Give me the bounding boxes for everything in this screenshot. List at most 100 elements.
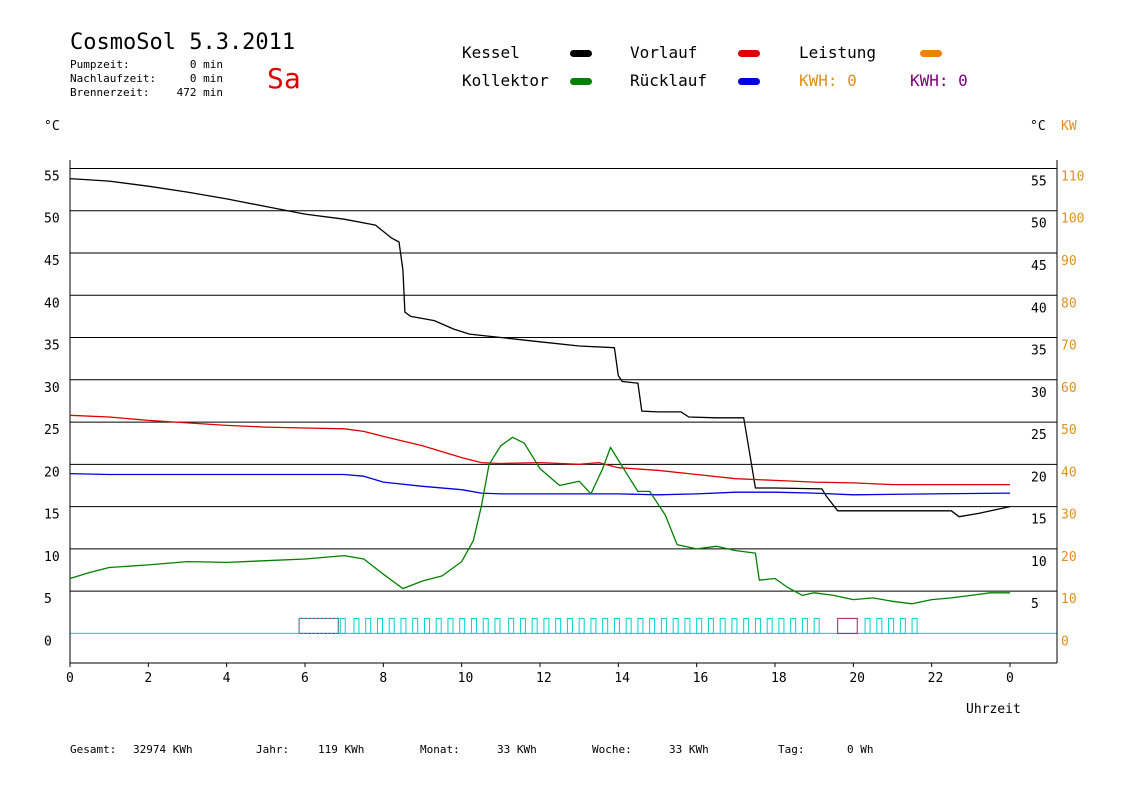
chart-axes — [69, 160, 1058, 664]
x-tick-label: 16 — [693, 671, 709, 686]
x-tick-label: 22 — [928, 671, 944, 686]
pump-cycle-bar — [754, 617, 761, 634]
pump-cycle-bar — [707, 617, 714, 634]
legend-kollektor-swatch — [570, 78, 592, 85]
y-left-tick-label: 15 — [44, 508, 60, 523]
y-right-kw-tick-label: 70 — [1061, 339, 1077, 354]
right-axis-unit-kw: KW — [1061, 119, 1077, 134]
pumpzeit-label: Pumpzeit: — [70, 58, 130, 71]
y-right-kw-tick-label: 90 — [1061, 254, 1077, 269]
x-tick-label: 18 — [771, 671, 787, 686]
y-right-celsius-tick-label: 25 — [1031, 428, 1047, 443]
pump-cycle-bar — [613, 617, 620, 634]
jahr-label: Jahr: — [256, 743, 290, 756]
x-tick-label: 6 — [301, 671, 309, 686]
pumpzeit-value: 0 min — [189, 58, 223, 71]
series-lines — [69, 177, 1011, 605]
y-right-kw-tick-label: 60 — [1061, 381, 1077, 396]
pump-cycle-bar — [566, 617, 573, 634]
x-axis-title: Uhrzeit — [966, 702, 1021, 717]
pump-cycle-bar — [447, 617, 454, 634]
pump-cycle-bar — [400, 617, 407, 634]
y-right-kw-tick-label: 100 — [1061, 212, 1084, 227]
y-axis-right-celsius: 5 10 15 20 25 30 35 40 45 50 55 — [1031, 174, 1047, 612]
pump-cycle-bar — [672, 617, 679, 634]
x-tick-label: 20 — [849, 671, 865, 686]
pump-cycle-bar — [519, 617, 526, 634]
pump-cycle-bar — [660, 617, 667, 634]
brennerzeit-value: 472 min — [176, 86, 223, 99]
pump-cycle-bar — [649, 617, 656, 634]
pump-cycle-bar — [766, 617, 773, 634]
legend-ruecklauf-swatch — [738, 78, 760, 85]
burner-block — [298, 617, 339, 634]
brennerzeit-label: Brennerzeit: — [70, 86, 150, 99]
pump-cycle-bar — [435, 617, 442, 634]
gesamt-value: 32974 KWh — [133, 743, 193, 756]
pump-cycle-bar — [864, 617, 871, 634]
monat-label: Monat: — [420, 743, 460, 756]
pump-cycle-bar — [353, 617, 360, 634]
pump-cycle-bar — [470, 617, 477, 634]
x-tick-label: 0 — [66, 671, 74, 686]
pump-cycle-bar — [778, 617, 785, 634]
y-left-tick-label: 20 — [44, 465, 60, 480]
pump-cycle-bar — [637, 617, 644, 634]
y-left-tick-label: 40 — [44, 296, 60, 311]
pump-cycle-bar — [543, 617, 550, 634]
nachlaufzeit-value: 0 min — [189, 72, 223, 85]
tag-label: Tag: — [778, 743, 805, 756]
pump-cycle-bar — [790, 617, 797, 634]
pump-cycle-bar — [801, 617, 808, 634]
woche-label: Woche: — [592, 743, 632, 756]
x-tick-label: 2 — [144, 671, 152, 686]
x-tick-label: 4 — [223, 671, 231, 686]
pump-cycle-bar — [684, 617, 691, 634]
x-tick-label: 0 — [1006, 671, 1014, 686]
legend-kollektor-label: Kollektor — [462, 71, 549, 90]
series-line-kollektor — [69, 436, 1010, 605]
legend-leistung-label: Leistung — [799, 43, 877, 62]
pump-activity-bars — [298, 617, 918, 634]
right-axis-unit-celsius: °C — [1030, 119, 1046, 134]
y-right-kw-tick-label: 0 — [1061, 634, 1069, 649]
legend-ruecklauf-label: Rücklauf — [630, 71, 708, 90]
pump-cycle-bar — [731, 617, 738, 634]
pump-cycle-bar — [743, 617, 750, 634]
pump-cycle-bar — [459, 617, 466, 634]
y-right-kw-tick-label: 10 — [1061, 592, 1077, 607]
series-line-vorlauf — [69, 414, 1010, 486]
pump-cycle-bar — [813, 617, 820, 634]
pump-cycle-bar — [412, 617, 419, 634]
y-axis-right-kw: 0 10 20 30 40 50 60 70 80 90 100 110 — [1061, 169, 1084, 649]
burner-block-pump — [298, 617, 339, 634]
y-left-tick-label: 55 — [44, 169, 60, 184]
y-right-celsius-tick-label: 10 — [1031, 555, 1047, 570]
legend-kessel-swatch — [570, 50, 592, 57]
y-right-kw-tick-label: 20 — [1061, 550, 1077, 565]
burner-block — [837, 617, 858, 634]
woche-value: 33 KWh — [669, 743, 709, 756]
left-axis-unit: °C — [44, 119, 60, 134]
y-right-celsius-tick-label: 40 — [1031, 301, 1047, 316]
pump-cycle-bar — [482, 617, 489, 634]
y-left-tick-label: 30 — [44, 381, 60, 396]
pump-cycle-bar — [365, 617, 372, 634]
y-left-tick-label: 10 — [44, 550, 60, 565]
x-tick-label: 8 — [379, 671, 387, 686]
brennerzeit-row: Brennerzeit: 472 min — [70, 86, 223, 99]
pump-cycle-bar — [555, 617, 562, 634]
x-axis: 0 2 4 6 8 10 12 14 16 18 20 22 0 — [66, 663, 1014, 686]
y-right-celsius-tick-label: 20 — [1031, 470, 1047, 485]
y-right-celsius-tick-label: 30 — [1031, 386, 1047, 401]
y-right-kw-tick-label: 110 — [1061, 169, 1084, 184]
legend-leistung-swatch — [920, 50, 942, 57]
x-tick-label: 10 — [458, 671, 474, 686]
y-right-celsius-tick-label: 5 — [1031, 597, 1039, 612]
y-right-kw-tick-label: 30 — [1061, 508, 1077, 523]
y-right-celsius-tick-label: 50 — [1031, 217, 1047, 232]
y-right-celsius-tick-label: 35 — [1031, 344, 1047, 359]
nachlaufzeit-row: Nachlaufzeit: 0 min — [70, 72, 223, 85]
y-right-kw-tick-label: 50 — [1061, 423, 1077, 438]
y-right-celsius-tick-label: 55 — [1031, 174, 1047, 189]
